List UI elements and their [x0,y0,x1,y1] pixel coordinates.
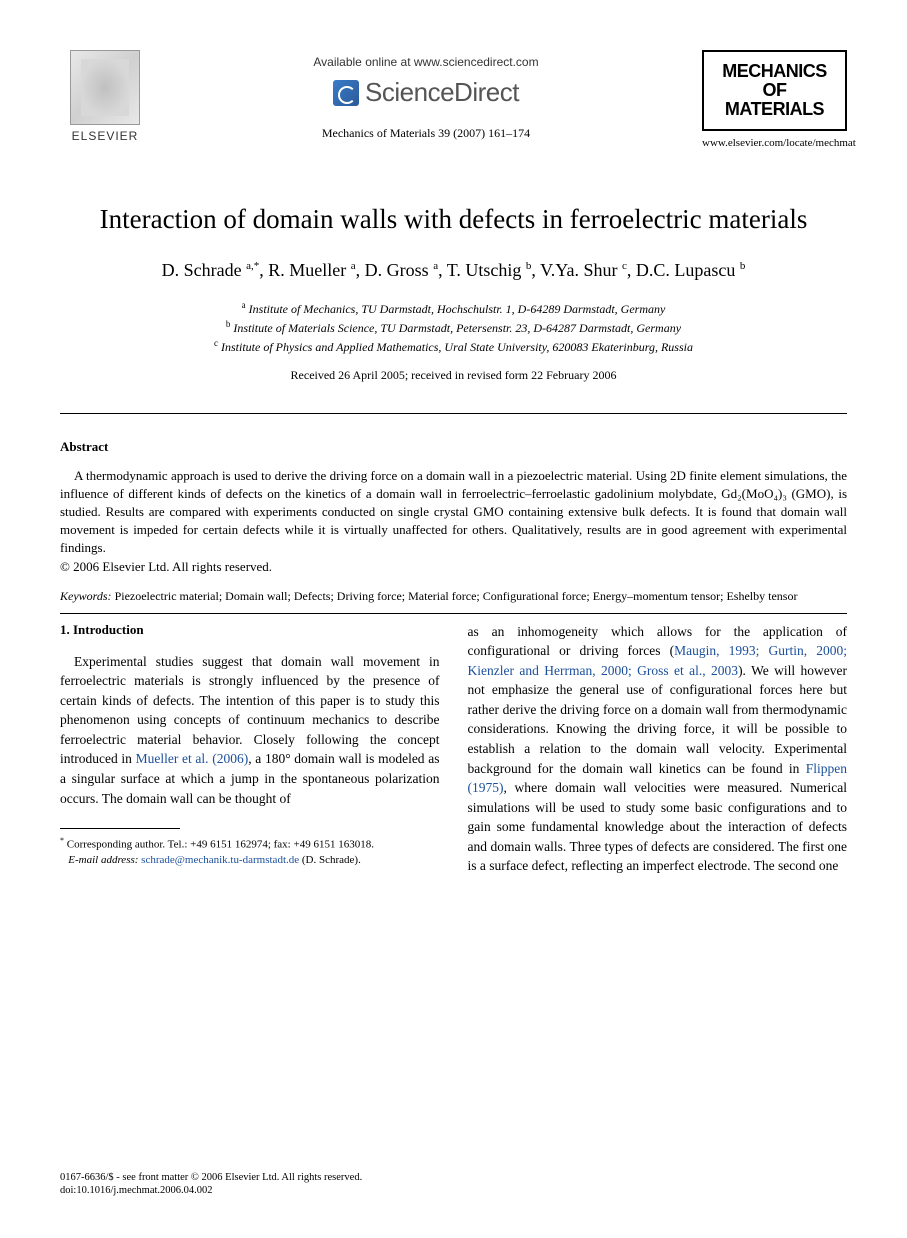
abstract-text: A thermodynamic approach is used to deri… [60,467,847,558]
available-online-text: Available online at www.sciencedirect.co… [150,55,702,69]
author-5: , V.Ya. Shur [531,260,622,280]
elsevier-tree-icon [70,50,140,125]
author-list: D. Schrade a,*, R. Mueller a, D. Gross a… [60,260,847,281]
journal-url[interactable]: www.elsevier.com/locate/mechmat [702,137,847,149]
article-title: Interaction of domain walls with defects… [60,204,847,235]
affiliation-c: c Institute of Physics and Applied Mathe… [60,337,847,356]
body-columns: 1. Introduction Experimental studies sug… [60,622,847,876]
email-footnote: E-mail address: schrade@mechanik.tu-darm… [60,853,440,868]
journal-name-line1: MECHANICS [712,62,837,81]
journal-reference: Mechanics of Materials 39 (2007) 161–174 [150,126,702,141]
sciencedirect-swirl-icon [333,80,359,106]
affiliations: a Institute of Mechanics, TU Darmstadt, … [60,299,847,356]
email-link[interactable]: schrade@mechanik.tu-darmstadt.de [141,854,299,866]
header-center: Available online at www.sciencedirect.co… [150,50,702,141]
journal-logo-block: MECHANICS OF MATERIALS www.elsevier.com/… [702,50,847,149]
page-header: ELSEVIER Available online at www.science… [60,50,847,149]
keywords: Keywords: Piezoelectric material; Domain… [60,588,847,605]
divider-bottom [60,613,847,614]
section-1-heading: 1. Introduction [60,622,440,638]
intro-paragraph-left: Experimental studies suggest that domain… [60,652,440,809]
abstract-heading: Abstract [60,439,847,455]
publisher-name: ELSEVIER [60,129,150,143]
journal-cover-logo: MECHANICS OF MATERIALS [702,50,847,131]
author-4: , T. Utschig [438,260,526,280]
footnote-divider [60,828,180,829]
divider-top [60,413,847,414]
author-3: , D. Gross [356,260,434,280]
article-dates: Received 26 April 2005; received in revi… [60,368,847,383]
keywords-label: Keywords: [60,589,112,603]
page-footer: 0167-6636/$ - see front matter © 2006 El… [60,1171,362,1198]
doi-line: doi:10.1016/j.mechmat.2006.04.002 [60,1184,362,1198]
author-1: D. Schrade [162,260,246,280]
affiliation-b: b Institute of Materials Science, TU Dar… [60,318,847,337]
author-6: , D.C. Lupascu [627,260,740,280]
corresponding-author-footnote: * Corresponding author. Tel.: +49 6151 1… [60,835,440,853]
author-2: , R. Mueller [259,260,351,280]
left-column: 1. Introduction Experimental studies sug… [60,622,440,876]
sciencedirect-text: ScienceDirect [365,77,519,108]
issn-line: 0167-6636/$ - see front matter © 2006 El… [60,1171,362,1185]
author-1-affil: a,* [246,260,259,272]
journal-name-line3: MATERIALS [712,100,837,119]
affiliation-a: a Institute of Mechanics, TU Darmstadt, … [60,299,847,318]
journal-name-line2: OF [712,81,837,100]
intro-paragraph-right: as an inhomogeneity which allows for the… [468,622,848,876]
right-column: as an inhomogeneity which allows for the… [468,622,848,876]
citation-mueller[interactable]: Mueller et al. (2006) [136,751,249,766]
keywords-text: Piezoelectric material; Domain wall; Def… [112,589,798,603]
sciencedirect-logo: ScienceDirect [150,77,702,108]
abstract-copyright: © 2006 Elsevier Ltd. All rights reserved… [60,558,847,576]
author-6-affil: b [740,260,746,272]
publisher-block: ELSEVIER [60,50,150,143]
